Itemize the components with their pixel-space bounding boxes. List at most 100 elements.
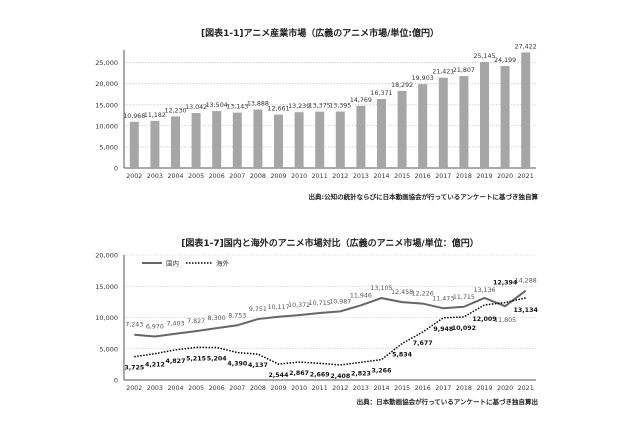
x-tick-label: 2006 xyxy=(209,173,225,180)
data-label: 10,117 xyxy=(267,304,289,311)
legend-label-overseas: 海外 xyxy=(216,259,230,268)
bar xyxy=(191,113,201,168)
data-label: 12,009 xyxy=(472,316,496,323)
x-tick-label: 2017 xyxy=(435,173,451,180)
data-label: 10,987 xyxy=(329,298,351,305)
x-tick-label: 2003 xyxy=(147,385,163,392)
data-label: 11,805 xyxy=(494,317,516,324)
bar xyxy=(377,99,386,168)
data-label: 7,243 xyxy=(125,322,143,329)
data-label: 18,292 xyxy=(391,82,413,89)
data-label: 2,823 xyxy=(351,370,371,377)
data-label: 13,042 xyxy=(185,104,207,111)
data-label: 7,827 xyxy=(187,318,205,325)
bar xyxy=(459,76,469,168)
data-label: 8,753 xyxy=(228,312,246,319)
x-tick-label: 2008 xyxy=(250,173,266,180)
bar xyxy=(335,111,345,168)
x-tick-label: 2006 xyxy=(209,385,225,392)
bar xyxy=(480,62,489,168)
overseas-line xyxy=(134,297,526,366)
x-tick-label: 2020 xyxy=(497,173,513,180)
x-tick-label: 2004 xyxy=(167,173,183,180)
domestic-line xyxy=(134,289,527,338)
data-label: 11,473 xyxy=(432,295,454,302)
legend-label-domestic: 国内 xyxy=(166,259,179,268)
data-label: 24,199 xyxy=(494,57,516,64)
data-label: 10,092 xyxy=(452,325,476,332)
x-tick-label: 2012 xyxy=(332,173,348,180)
chart2-source: 出典：日本動画協会が行っているアンケートに基づき独自算出 xyxy=(357,397,538,406)
bar xyxy=(150,120,160,168)
data-label: 13,134 xyxy=(514,307,539,314)
x-tick-label: 2018 xyxy=(456,173,472,180)
data-label: 13,239 xyxy=(288,103,310,110)
data-label: 2,544 xyxy=(269,372,290,379)
x-tick-label: 2005 xyxy=(188,385,204,392)
chart1-title: [図表1-1]アニメ産業市場（広義のアニメ市場/単位:億円） xyxy=(201,27,439,39)
x-tick-label: 2021 xyxy=(518,173,534,180)
data-label: 16,371 xyxy=(370,90,392,97)
data-label: 9,751 xyxy=(249,306,267,313)
bar xyxy=(397,90,407,168)
x-tick-label: 2011 xyxy=(312,173,328,180)
chart2-title: [図表1-7]国内と海外のアニメ市場対比（広義のアニメ市場/単位：億円） xyxy=(181,237,478,249)
x-tick-label: 2017 xyxy=(435,385,451,392)
bar xyxy=(500,66,510,168)
bar xyxy=(418,84,428,168)
data-label: 2,669 xyxy=(310,371,330,378)
data-label: 12,230 xyxy=(164,107,186,114)
x-tick-label: 2015 xyxy=(394,173,410,180)
y-tick-label: 0 xyxy=(114,377,118,385)
x-tick-label: 2004 xyxy=(167,385,183,392)
x-tick-label: 2009 xyxy=(270,385,286,392)
x-tick-label: 2014 xyxy=(373,173,389,180)
data-label: 3,266 xyxy=(372,368,393,375)
x-tick-label: 2019 xyxy=(476,385,492,392)
data-label: 13,504 xyxy=(206,102,228,109)
data-label: 5,204 xyxy=(207,355,228,362)
data-label: 5,215 xyxy=(186,355,206,362)
bar xyxy=(274,114,283,168)
x-tick-label: 2013 xyxy=(353,173,369,180)
x-tick-label: 2007 xyxy=(229,385,245,392)
data-label: 7,403 xyxy=(166,321,184,328)
x-tick-label: 2002 xyxy=(126,385,142,392)
data-label: 12,661 xyxy=(267,106,289,113)
x-tick-label: 2011 xyxy=(312,385,328,392)
y-tick-label: 0 xyxy=(114,165,118,173)
data-label: 3,725 xyxy=(124,365,144,372)
data-label: 6,970 xyxy=(146,323,164,330)
y-tick-label: 20,000 xyxy=(95,80,118,88)
bar xyxy=(171,116,180,168)
bar xyxy=(212,111,222,168)
data-label: 4,137 xyxy=(248,362,268,369)
y-tick-label: 15,000 xyxy=(95,283,118,291)
bar xyxy=(521,52,531,169)
x-tick-label: 2014 xyxy=(373,385,389,392)
data-label: 10,715 xyxy=(309,300,331,307)
x-tick-label: 2008 xyxy=(250,385,266,392)
data-label: 4,390 xyxy=(227,361,248,368)
bar xyxy=(129,121,139,168)
data-label: 14,769 xyxy=(350,97,372,104)
x-tick-label: 2018 xyxy=(456,385,472,392)
data-label: 2,408 xyxy=(330,373,350,380)
x-tick-label: 2010 xyxy=(291,385,307,392)
data-label: 13,395 xyxy=(329,103,351,110)
y-tick-label: 5,000 xyxy=(99,143,118,151)
data-label: 4,827 xyxy=(166,358,186,365)
data-label: 12,226 xyxy=(412,291,434,298)
x-tick-label: 2016 xyxy=(415,385,431,392)
data-label: 13,105 xyxy=(370,285,392,292)
y-tick-label: 5,000 xyxy=(99,345,118,353)
data-label: 5,834 xyxy=(392,352,413,359)
data-label: 13,136 xyxy=(473,287,495,294)
x-tick-label: 2010 xyxy=(291,173,307,180)
y-tick-label: 10,000 xyxy=(95,122,118,130)
x-tick-label: 2015 xyxy=(394,385,410,392)
data-label: 9,948 xyxy=(433,326,453,333)
data-label: 11,946 xyxy=(350,292,372,299)
